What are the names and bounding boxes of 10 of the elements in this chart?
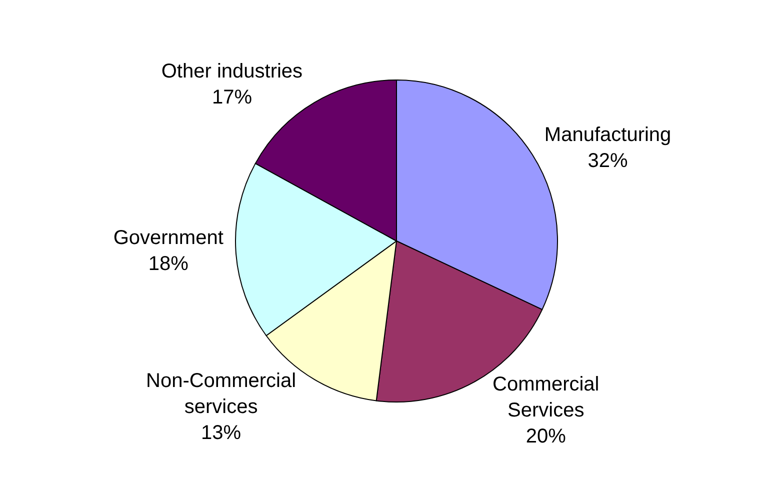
slice-label: Non-Commercial services [146,370,296,418]
slice-label: Manufacturing [544,124,672,146]
data-label: 32% [588,150,628,172]
slice-label: Commercial Services [492,374,600,422]
data-label: 13% [201,422,242,444]
data-label: 18% [148,253,189,276]
slice-label: Government [113,227,224,250]
data-label: 20% [526,426,566,448]
slice-label: Other industries [161,60,303,83]
data-label: 17% [212,86,252,109]
